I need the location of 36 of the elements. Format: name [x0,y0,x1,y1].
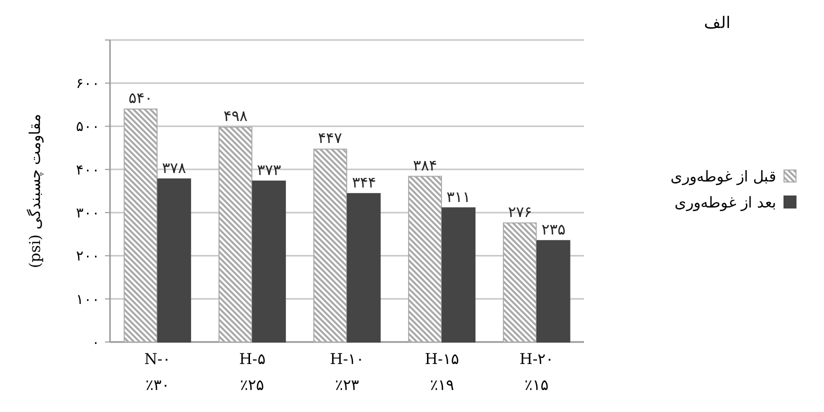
y-tick-label: ۲۰۰ [76,248,100,265]
y-tick-label: ۱۰۰ [76,292,100,308]
y-tick-label: ۵۰۰ [76,119,100,136]
data-label: ۲۳۵ [541,220,566,239]
y-tick-label: ۳۰۰ [76,205,100,222]
x-tick-label: H-۱۰ ٪۲۳ [330,350,364,394]
bar [313,148,348,342]
bar [252,180,286,342]
bar [408,176,442,342]
bar [157,178,192,342]
x-tick-label: H-۵ ٪۲۵ [239,350,266,394]
x-tick-label: H-۱۵ ٪۱۹ [424,350,459,394]
data-label: ۳۴۴ [352,174,376,192]
y-axis-title: مقاومت چسبندگی (psi) [26,114,44,268]
data-label: ۴۴۷ [318,129,342,148]
bar [218,126,252,342]
text: الف [704,13,730,32]
data-label: ۳۱۱ [446,188,471,206]
y-tick-label: ۶۰۰ [76,76,100,92]
legend-label: بعد از غوطه‌وری [674,193,776,212]
bar [536,240,570,342]
data-label: ۵۴۰ [128,89,153,108]
y-tick-label: ۴۰۰ [76,162,100,178]
data-label: ۳۷۸ [162,158,186,177]
bar [502,222,537,342]
legend-label: قبل از غوطه‌وری [670,167,776,186]
y-tick-label: ۰ [92,334,100,351]
data-label: ۳۸۴ [413,156,438,174]
data-label: ۳۷۳ [256,161,281,180]
x-tick-label: N-۰ ٪۳۰ [144,350,170,394]
bar [346,193,381,342]
bar [124,108,158,342]
x-tick-label: H-۲۰ ٪۱۵ [520,350,554,394]
data-label: ۴۹۸ [223,107,248,126]
bar [442,207,476,342]
data-label: ۲۷۶ [508,202,532,221]
